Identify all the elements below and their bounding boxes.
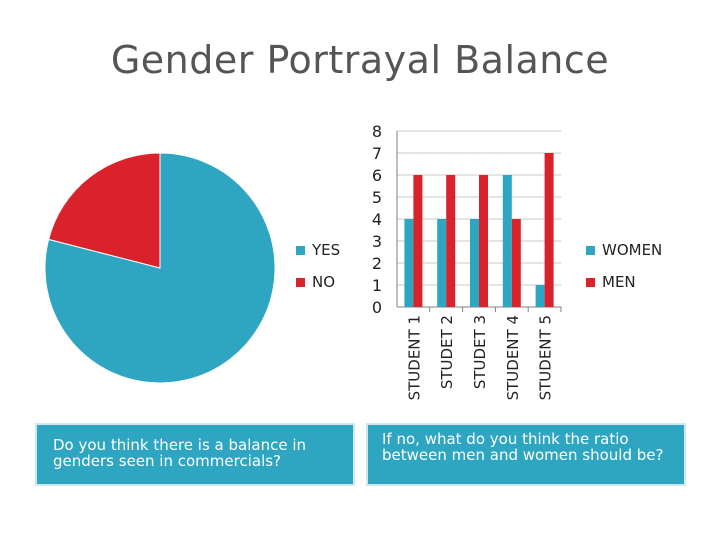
bar-chart: 0 1 2 3 4 5 6 7 8 STUDENT 1 STUDET 2 STUDET 3 STUDEN… (372, 122, 562, 400)
y-tick-label: 5 (372, 188, 382, 207)
question-text-balance: Do you think there is a balance in gende… (53, 436, 307, 470)
bar-legend-item-women: WOMEN (586, 234, 662, 266)
x-tick-label: STUDENT 1 (405, 315, 423, 400)
bar-women-1 (404, 219, 414, 307)
y-tick-label: 2 (372, 254, 382, 273)
bar-legend-item-men: MEN (586, 266, 662, 298)
pie-legend-label-no: NO (312, 273, 336, 291)
bar-men-1 (413, 175, 423, 307)
bar-women-4 (502, 175, 512, 307)
y-tick-label: 3 (372, 232, 382, 251)
y-tick-label: 7 (372, 144, 382, 163)
x-tick-label: STUDET 2 (438, 315, 456, 389)
pie-legend-item-no: NO (296, 266, 340, 298)
y-tick-label: 0 (372, 298, 382, 317)
question-box-ratio: If no, what do you think the ratio betwe… (366, 423, 686, 486)
legend-swatch-women (586, 245, 595, 255)
pie-legend-item-yes: YES (296, 234, 340, 266)
bar-men-2 (446, 175, 456, 307)
x-tick-label: STUDENT 4 (504, 315, 522, 400)
bar-legend: WOMEN MEN (586, 234, 662, 298)
pie-chart (44, 152, 276, 384)
bar-women-5 (535, 285, 545, 307)
legend-swatch-yes (296, 245, 305, 255)
bar-legend-label-women: WOMEN (602, 241, 663, 259)
bar-men-3 (479, 175, 488, 307)
pie-legend: YES NO (296, 234, 340, 298)
question-box-balance: Do you think there is a balance in gende… (35, 423, 355, 486)
y-tick-label: 8 (372, 122, 382, 141)
question-text-ratio: If no, what do you think the ratio betwe… (382, 430, 664, 464)
y-tick-label: 1 (372, 276, 382, 295)
bar-men-5 (544, 153, 554, 307)
pie-slice-no (48, 152, 161, 269)
bar-legend-label-men: MEN (602, 273, 636, 291)
y-tick-label: 4 (372, 210, 382, 229)
pie-slice-yes (44, 152, 276, 384)
x-tick-label: STUDET 3 (471, 315, 489, 389)
bar-men-4 (511, 219, 521, 307)
legend-swatch-no (296, 277, 305, 287)
y-tick-label: 6 (372, 166, 382, 185)
bar-women-3 (470, 219, 479, 307)
bar-women-2 (437, 219, 447, 307)
slide-title: Gender Portrayal Balance (110, 38, 610, 82)
x-tick-label: STUDENT 5 (537, 315, 555, 400)
pie-legend-label-yes: YES (312, 241, 341, 259)
legend-swatch-men (586, 277, 595, 287)
